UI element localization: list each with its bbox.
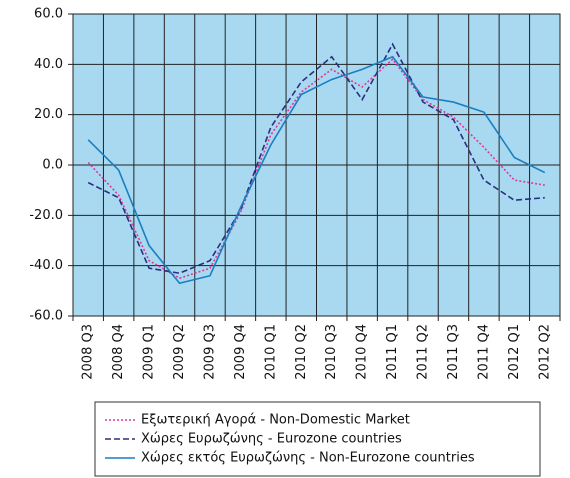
series-line [87, 42, 545, 275]
y-tick-label: 40.0 [34, 57, 63, 72]
plot-border [72, 13, 561, 317]
legend-label: Χώρες Ευρωζώνης - Eurozone countries [141, 432, 402, 447]
y-tick-label: 0.0 [42, 158, 63, 173]
legend-label: Εξωτερική Αγορά - Non-Domestic Market [141, 413, 410, 428]
legend-label: Χώρες εκτός Ευρωζώνης - Non-Eurozone cou… [141, 451, 475, 466]
x-tick-label: 2009 Q3 [202, 324, 217, 380]
x-tick-label: 2009 Q4 [233, 324, 248, 380]
y-tick-label: 60.0 [34, 7, 63, 22]
legend-box [94, 401, 541, 477]
x-tick-label: 2010 Q3 [324, 324, 339, 380]
y-tick-label: -40.0 [29, 258, 63, 273]
x-tick-label: 2012 Q1 [507, 324, 522, 380]
x-tick-label: 2010 Q2 [294, 324, 309, 380]
x-tick-label: 2011 Q2 [416, 324, 431, 380]
x-tick-label: 2008 Q4 [111, 324, 126, 380]
x-tick-label: 2011 Q3 [446, 324, 461, 380]
x-tick-label: 2009 Q2 [172, 324, 187, 380]
legend: Εξωτερική Αγορά - Non-Domestic Market Χώρ… [94, 401, 541, 477]
series-line [87, 58, 545, 280]
y-tick-label: 20.0 [34, 107, 63, 122]
x-tick-label: 2012 Q2 [537, 324, 552, 380]
x-tick-label: 2011 Q4 [476, 324, 491, 380]
x-tick-label: 2008 Q3 [81, 324, 96, 380]
y-tick-label: -60.0 [29, 309, 63, 324]
y-tick-label: -20.0 [29, 208, 63, 223]
series-line [87, 55, 546, 285]
x-tick-label: 2011 Q1 [385, 324, 400, 380]
x-tick-label: 2009 Q1 [142, 324, 157, 380]
x-tick-label: 2010 Q1 [263, 324, 278, 380]
x-tick-label: 2010 Q4 [355, 324, 370, 380]
